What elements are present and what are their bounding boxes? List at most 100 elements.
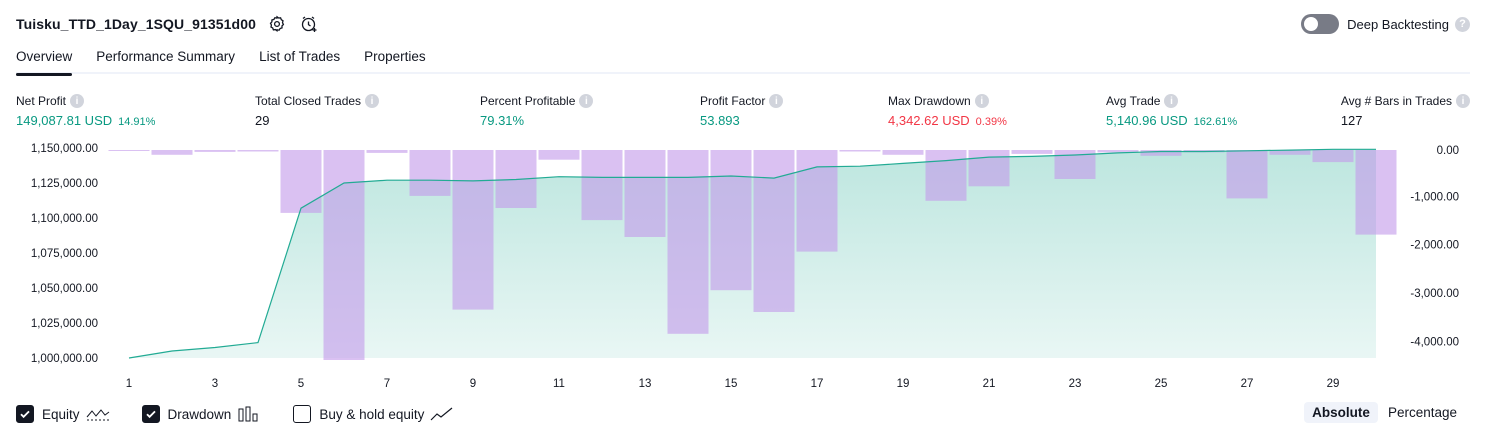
x-tick-label: 13 xyxy=(639,378,652,390)
x-tick-label: 17 xyxy=(811,378,824,390)
y-right-tick-label: -2,000.00 xyxy=(1410,240,1459,252)
x-tick-label: 29 xyxy=(1327,378,1340,390)
y-right-tick-label: -3,000.00 xyxy=(1410,288,1459,300)
x-tick-label: 27 xyxy=(1241,378,1254,390)
legend-drawdown[interactable]: Drawdown xyxy=(142,405,262,423)
drawdown-bar xyxy=(195,150,236,152)
y-left-tick-label: 1,050,000.00 xyxy=(31,283,98,295)
help-icon[interactable]: i xyxy=(579,94,593,108)
help-icon[interactable]: i xyxy=(769,94,783,108)
mode-percentage[interactable]: Percentage xyxy=(1380,402,1465,423)
drawdown-bar xyxy=(109,150,150,151)
x-tick-label: 1 xyxy=(126,378,132,390)
metric-avg-bars-in-trades: Avg # Bars in Trades i 127 xyxy=(1341,93,1470,128)
metric-avg-trade: Avg Trade i 5,140.96 USD 162.61% xyxy=(1106,93,1237,128)
metric-label: Profit Factor xyxy=(700,94,765,108)
drawdown-bar xyxy=(883,150,924,155)
equity-line-icon xyxy=(86,405,110,423)
x-tick-label: 11 xyxy=(553,378,565,390)
metric-value: 29 xyxy=(255,113,269,128)
metric-value: 53.893 xyxy=(700,113,740,128)
metric-value: 149,087.81 USD xyxy=(16,113,112,128)
legend-label: Buy & hold equity xyxy=(319,407,424,422)
drawdown-bar xyxy=(797,150,838,252)
help-icon[interactable]: i xyxy=(1164,94,1178,108)
metric-label: Total Closed Trades xyxy=(255,94,361,108)
metric-value: 5,140.96 USD xyxy=(1106,113,1188,128)
display-mode-switch: Absolute Percentage xyxy=(1302,402,1465,423)
y-left-tick-label: 1,075,000.00 xyxy=(31,248,98,260)
metric-profit-factor: Profit Factor i 53.893 xyxy=(700,93,783,128)
y-left-tick-label: 1,125,000.00 xyxy=(31,178,98,190)
deep-backtesting-label: Deep Backtesting xyxy=(1347,17,1449,32)
buy-hold-line-icon xyxy=(430,405,454,423)
x-tick-label: 7 xyxy=(384,378,390,390)
drawdown-bar xyxy=(238,150,279,152)
drawdown-bar xyxy=(969,150,1010,186)
legend-label: Drawdown xyxy=(168,407,232,422)
metric-total-closed-trades: Total Closed Trades i 29 xyxy=(255,93,379,128)
y-left-tick-label: 1,025,000.00 xyxy=(31,318,98,330)
drawdown-checkbox[interactable] xyxy=(142,405,160,423)
deep-backtesting: Deep Backtesting ? xyxy=(1301,12,1470,36)
check-icon xyxy=(19,408,31,420)
x-tick-label: 21 xyxy=(983,378,996,390)
x-tick-label: 15 xyxy=(725,378,738,390)
chart-legend: Equity Drawdown Buy & hold equity xyxy=(16,403,486,425)
drawdown-bar xyxy=(926,150,967,201)
y-left-tick-label: 1,150,000.00 xyxy=(31,143,98,155)
x-tick-label: 9 xyxy=(470,378,476,390)
strategy-header: Tuisku_TTD_1Day_1SQU_91351d00 xyxy=(16,12,320,36)
drawdown-bar xyxy=(1313,150,1354,162)
y-left-tick-label: 1,100,000.00 xyxy=(31,213,98,225)
x-tick-label: 23 xyxy=(1069,378,1082,390)
help-icon[interactable]: i xyxy=(975,94,989,108)
x-tick-label: 19 xyxy=(897,378,910,390)
tab-properties[interactable]: Properties xyxy=(364,44,426,74)
drawdown-bar xyxy=(410,150,451,196)
metric-label: Avg Trade xyxy=(1106,94,1160,108)
x-tick-label: 5 xyxy=(298,378,304,390)
drawdown-bar xyxy=(281,150,322,213)
legend-label: Equity xyxy=(42,407,80,422)
tab-list-of-trades[interactable]: List of Trades xyxy=(259,44,340,74)
metric-net-profit: Net Profit i 149,087.81 USD 14.91% xyxy=(16,93,155,128)
drawdown-bar xyxy=(625,150,666,237)
y-right-tick-label: -1,000.00 xyxy=(1410,191,1459,203)
metric-sub-value: 162.61% xyxy=(1194,116,1237,128)
legend-buy-hold[interactable]: Buy & hold equity xyxy=(293,405,454,423)
help-icon[interactable]: i xyxy=(1456,94,1470,108)
alert-clock-icon[interactable] xyxy=(298,13,320,35)
tab-performance-summary[interactable]: Performance Summary xyxy=(96,44,235,74)
deep-backtesting-toggle[interactable] xyxy=(1301,14,1339,34)
metric-value: 79.31% xyxy=(480,113,524,128)
equity-checkbox[interactable] xyxy=(16,405,34,423)
drawdown-bar xyxy=(582,150,623,220)
mode-absolute[interactable]: Absolute xyxy=(1304,402,1378,423)
equity-drawdown-chart[interactable]: 1,150,000.00 1,125,000.00 1,100,000.00 1,07… xyxy=(0,138,1486,394)
metric-sub-value: 14.91% xyxy=(118,116,155,128)
x-tick-label: 25 xyxy=(1155,378,1168,390)
help-icon[interactable]: i xyxy=(365,94,379,108)
help-icon[interactable]: i xyxy=(70,94,84,108)
x-tick-label: 3 xyxy=(212,378,218,390)
metric-max-drawdown: Max Drawdown i 4,342.62 USD 0.39% xyxy=(888,93,1007,128)
metric-value: 127 xyxy=(1341,113,1363,128)
drawdown-bar xyxy=(1356,150,1397,235)
drawdown-bar xyxy=(1141,150,1182,156)
drawdown-bar xyxy=(1012,150,1053,154)
metric-percent-profitable: Percent Profitable i 79.31% xyxy=(480,93,593,128)
check-icon xyxy=(145,408,157,420)
drawdown-bar xyxy=(539,150,580,160)
metric-label: Net Profit xyxy=(16,94,66,108)
legend-equity[interactable]: Equity xyxy=(16,405,110,423)
buy-hold-checkbox[interactable] xyxy=(293,405,311,423)
drawdown-bars-icon xyxy=(237,405,261,423)
metric-sub-value: 0.39% xyxy=(976,116,1007,128)
drawdown-bar xyxy=(367,150,408,153)
help-icon[interactable]: ? xyxy=(1455,17,1470,32)
tab-overview[interactable]: Overview xyxy=(16,44,72,74)
metric-label: Max Drawdown xyxy=(888,94,971,108)
settings-icon[interactable] xyxy=(266,13,288,35)
metric-label: Avg # Bars in Trades xyxy=(1341,94,1452,108)
